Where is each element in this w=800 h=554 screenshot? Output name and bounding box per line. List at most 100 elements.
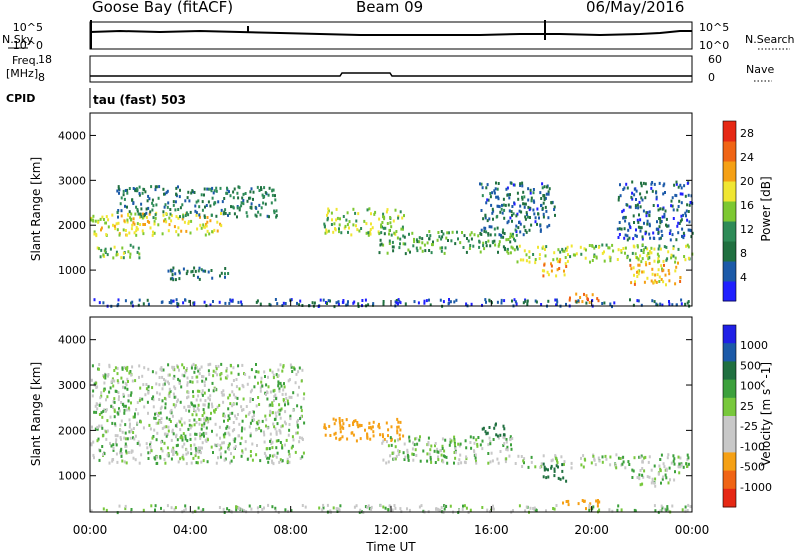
power-cell xyxy=(546,225,549,229)
velocity-cell xyxy=(202,424,205,428)
power-cell xyxy=(267,193,270,197)
velocity-cell xyxy=(499,433,502,437)
velocity-cell xyxy=(218,425,221,429)
power-cell xyxy=(127,212,129,216)
power-cell xyxy=(421,249,424,253)
velocity-cell xyxy=(461,507,464,511)
velocity-cell xyxy=(266,426,269,430)
power-cell xyxy=(674,256,677,260)
velocity-cell xyxy=(103,408,106,412)
velocity-cell xyxy=(220,372,223,375)
velocity-cell xyxy=(273,425,276,429)
velocity-cell xyxy=(123,365,126,369)
power-cell xyxy=(514,228,517,232)
velocity-cell xyxy=(178,379,181,383)
power-cell xyxy=(135,226,138,229)
velocity-cell xyxy=(302,397,305,401)
velocity-cell xyxy=(278,403,281,407)
power-cell xyxy=(132,217,135,221)
power-cell xyxy=(638,263,641,267)
velocity-cell xyxy=(140,453,143,457)
velocity-cell xyxy=(684,505,687,509)
power-cell xyxy=(492,241,494,245)
velocity-cell xyxy=(300,409,303,413)
power-cell xyxy=(404,302,407,306)
power-cell xyxy=(680,214,683,218)
velocity-cell xyxy=(253,410,255,414)
velocity-cell xyxy=(161,375,164,379)
power-cell xyxy=(100,248,103,252)
velocity-cell xyxy=(286,457,289,461)
power-cell xyxy=(562,249,565,253)
velocity-cell xyxy=(397,425,400,429)
velocity-cell xyxy=(203,422,206,426)
velocity-cell xyxy=(203,417,206,421)
velocity-cell xyxy=(222,507,225,511)
power-cell xyxy=(204,233,207,237)
power-cell xyxy=(268,186,271,190)
power-cell xyxy=(260,186,262,190)
velocity-cell xyxy=(497,436,500,440)
power-cell xyxy=(132,187,135,190)
velocity-cell xyxy=(441,437,444,441)
velocity-cell xyxy=(679,456,682,460)
power-cell xyxy=(193,303,196,307)
power-cell xyxy=(439,298,442,302)
power-cell xyxy=(120,214,123,218)
power-cell xyxy=(357,302,360,306)
power-cell xyxy=(402,234,405,238)
power-cell xyxy=(203,187,206,191)
velocity-cell xyxy=(263,433,266,437)
power-cell xyxy=(559,258,562,262)
velocity-cell xyxy=(292,391,295,395)
velocity-cell xyxy=(272,422,275,426)
power-cell xyxy=(564,256,567,259)
velocity-cell xyxy=(659,469,662,473)
velocity-cell xyxy=(182,453,185,457)
velocity-cell xyxy=(154,457,157,461)
power-cell xyxy=(169,277,172,281)
power-cell xyxy=(177,208,180,211)
power-cell xyxy=(500,298,503,302)
power-cell xyxy=(347,230,349,234)
velocity-cell xyxy=(263,370,266,374)
velocity-cell xyxy=(453,461,455,465)
power-cell xyxy=(220,208,223,212)
velocity-cell xyxy=(651,477,654,481)
nsky-label: N.Sky xyxy=(2,33,34,46)
power-cell xyxy=(122,251,125,255)
power-cell xyxy=(210,189,213,193)
velocity-cell xyxy=(201,379,204,383)
power-cell xyxy=(637,225,640,229)
velocity-cell xyxy=(585,507,587,511)
velocity-cell xyxy=(122,380,125,384)
velocity-cell xyxy=(127,399,130,403)
power-cell xyxy=(389,221,392,225)
velocity-cell xyxy=(393,457,396,461)
velocity-cell xyxy=(434,444,436,448)
power-cell xyxy=(167,269,170,273)
velocity-cell xyxy=(114,424,117,428)
power-cell xyxy=(543,196,546,200)
power-cell xyxy=(686,181,689,185)
power-cell xyxy=(645,263,648,267)
velocity-cell xyxy=(550,466,553,470)
velocity-cell xyxy=(183,442,186,446)
power-cell xyxy=(633,221,635,224)
velocity-cell xyxy=(93,382,96,386)
velocity-cell xyxy=(634,509,637,513)
velocity-cell xyxy=(609,463,612,467)
velocity-cell xyxy=(199,418,202,422)
velocity-cell xyxy=(238,434,240,438)
velocity-cell xyxy=(356,421,359,424)
power-cell xyxy=(319,298,322,302)
power-cell xyxy=(275,209,278,213)
velocity-cell xyxy=(170,449,173,453)
velocity-cell xyxy=(385,421,388,425)
velocity-cell xyxy=(207,405,210,409)
velocity-cell xyxy=(234,437,237,441)
velocity-cell xyxy=(355,504,358,508)
power-cell xyxy=(207,187,210,191)
velocity-cell xyxy=(244,440,247,444)
velocity-cell xyxy=(226,374,229,378)
